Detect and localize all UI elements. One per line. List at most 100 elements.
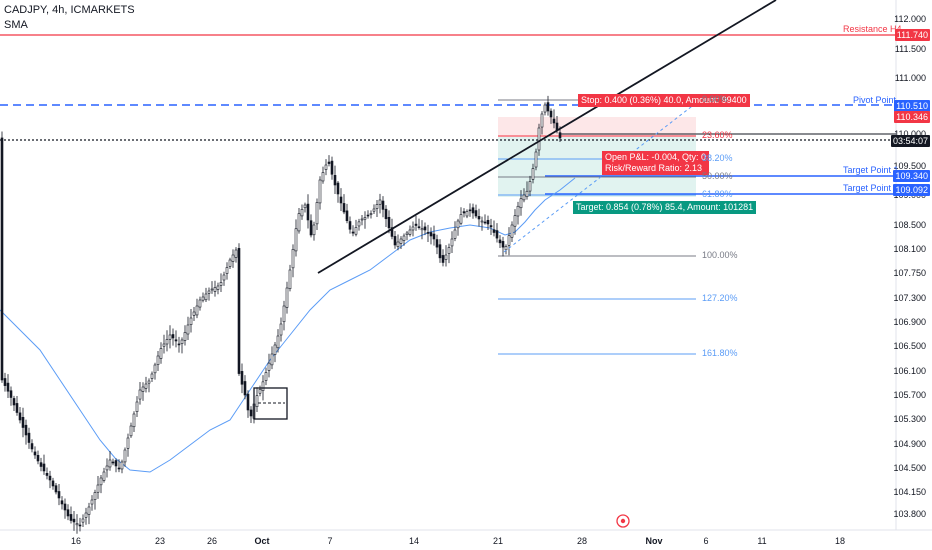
candle-body (258, 388, 262, 394)
candle-body (369, 213, 373, 215)
candle-body (129, 425, 133, 437)
trend-line[interactable] (317, 0, 777, 274)
pivot-price-tag: 110.510 (894, 100, 930, 112)
candle-body (78, 524, 82, 527)
candle-body (399, 238, 403, 244)
candle-body (264, 372, 268, 381)
candle-body (423, 226, 427, 231)
fib-level-label: 0.00% (702, 94, 728, 104)
candle-body (270, 353, 274, 366)
candle-body (240, 371, 244, 385)
price-tick: 110.000 (894, 129, 926, 139)
candle-body (192, 311, 196, 316)
candle-body (45, 473, 49, 476)
candle-body (24, 424, 28, 436)
pnl-text: Open P&L: -0.004, Qty: 0 (605, 152, 707, 162)
candle-body (255, 395, 259, 407)
candle-body (57, 491, 61, 499)
candle-body (327, 161, 331, 164)
time-tick: Nov (645, 536, 663, 546)
candle-body (54, 485, 58, 493)
fib-level-label: 161.80% (702, 348, 738, 358)
candle-body (174, 339, 178, 342)
candle-body (183, 332, 187, 341)
candle-body (105, 465, 109, 471)
candle-body (204, 293, 208, 301)
candle-body (138, 389, 142, 400)
candle-body (393, 236, 397, 246)
candle-body (279, 323, 283, 336)
time-tick: 6 (703, 536, 709, 546)
candle-body (336, 182, 340, 195)
candle-body (492, 229, 496, 233)
time-tick: 23 (154, 536, 166, 546)
candle-body (312, 224, 316, 236)
event-marker-dot (620, 518, 626, 524)
candle-body (75, 523, 79, 526)
stop-box[interactable]: Stop: 0.400 (0.36%) 40.0, Amount: 99400 (578, 94, 750, 107)
candle-body (243, 381, 247, 396)
candle-body (300, 208, 304, 217)
stop-zone[interactable] (498, 117, 696, 137)
candle-body (480, 220, 484, 223)
candle-body (225, 267, 229, 274)
fib-level-label: 127.20% (702, 293, 738, 303)
candle-body (357, 221, 361, 227)
time-tick: 28 (576, 536, 588, 546)
target1-label: Target Point 1 (843, 165, 899, 175)
event-marker-icon[interactable] (616, 514, 630, 528)
candle-body (543, 104, 547, 113)
candle-body (552, 118, 556, 124)
candle-body (318, 179, 322, 204)
candle-body (249, 409, 253, 417)
candle-body (435, 239, 439, 248)
symbol-title[interactable]: CADJPY, 4h, ICMARKETS (4, 4, 135, 16)
candle-body (90, 499, 94, 505)
candle-body (306, 203, 310, 221)
candle-body (3, 378, 7, 386)
candle-body (42, 463, 46, 472)
candle-body (360, 218, 364, 221)
candle-body (273, 344, 277, 355)
candle-body (354, 227, 358, 235)
candle-body (414, 223, 418, 226)
candle-body (453, 229, 457, 239)
candle-body (261, 381, 265, 391)
candle-body (48, 475, 52, 481)
candle-body (6, 382, 10, 392)
candle-body (396, 241, 400, 247)
candle-body (366, 214, 370, 217)
candle-body (375, 204, 379, 209)
candle-body (117, 467, 121, 470)
candle-body (168, 334, 172, 340)
fib-level-label: 100.00% (702, 250, 738, 260)
countdown-tag: 03:54:07 (890, 135, 930, 147)
candle-body (195, 305, 199, 316)
candle-body (381, 200, 385, 210)
candle-body (489, 225, 493, 228)
candle-body (462, 211, 466, 214)
candle-body (60, 500, 64, 505)
candle-body (339, 196, 343, 204)
candle-body (102, 471, 106, 481)
candle-body (30, 443, 34, 450)
candle-body (69, 514, 73, 521)
candle-body (315, 202, 319, 225)
candle-body (525, 190, 529, 198)
candle-body (177, 343, 181, 346)
target-box[interactable]: Target: 0.854 (0.78%) 85.4, Amount: 1012… (573, 201, 757, 214)
candle-body (297, 213, 301, 232)
candle-body (186, 324, 190, 335)
candle-body (495, 230, 499, 239)
candle-body (147, 380, 151, 384)
price-tick: 105.300 (893, 414, 926, 424)
range-box[interactable] (253, 387, 288, 420)
pnl-box[interactable]: Open P&L: -0.004, Qty: 0 Risk/Reward Rat… (602, 151, 710, 175)
candle-body (558, 132, 562, 139)
candle-body (483, 221, 487, 224)
candle-body (159, 348, 163, 359)
candle-body (540, 113, 544, 128)
indicator-label[interactable]: SMA (4, 19, 28, 31)
candle-body (201, 296, 205, 301)
